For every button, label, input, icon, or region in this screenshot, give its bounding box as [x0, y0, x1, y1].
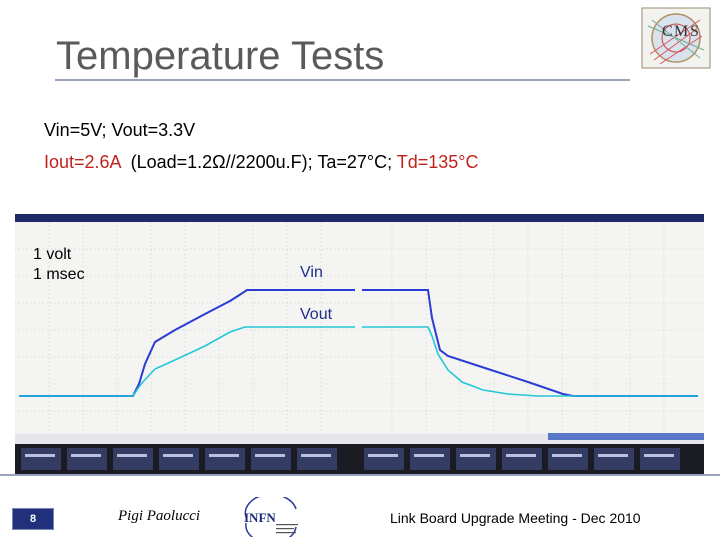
scope-capture-rise [15, 214, 361, 474]
meeting-name: Link Board Upgrade Meeting - Dec 2010 [390, 510, 641, 526]
page-number-badge: 8 [12, 508, 54, 530]
svg-text:INFN: INFN [244, 510, 276, 525]
spec-line-load: Iout=2.6A (Load=1.2Ω//2200u.F); Ta=27°C;… [44, 152, 479, 173]
vout-trace-label: Vout [300, 306, 333, 323]
svg-text:M: M [674, 23, 688, 40]
scale-volt-label: 1 volt [33, 246, 72, 263]
scale-time-label: 1 msec [33, 266, 85, 283]
cms-logo: C M S [641, 7, 711, 69]
svg-text:S: S [690, 23, 699, 40]
svg-text:C: C [662, 23, 673, 40]
infn-logo: INFN [244, 497, 298, 537]
vin-trace-label: Vin [300, 264, 323, 281]
output-current-text: Iout=2.6A [44, 152, 121, 172]
td-temperature-text: Td=135°C [396, 152, 479, 172]
title-underline [55, 79, 630, 81]
slide-title: Temperature Tests [56, 34, 385, 78]
load-condition-text: (Load=1.2Ω//2200u.F); Ta=27°C; [120, 152, 397, 172]
spec-line-voltages: Vin=5V; Vout=3.3V [44, 120, 196, 140]
scope-capture-fall [358, 214, 704, 474]
footer-divider [0, 474, 720, 476]
author-name: Pigi Paolucci [118, 508, 201, 524]
